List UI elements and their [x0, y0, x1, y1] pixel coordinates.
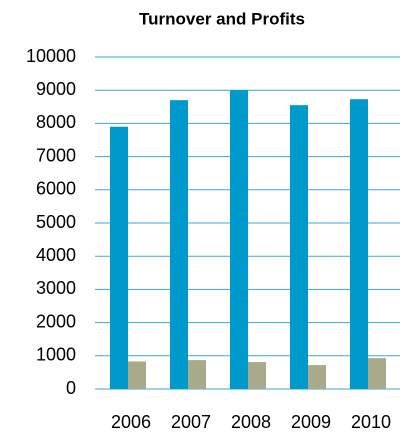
bar	[170, 100, 188, 389]
x-tick-label: 2006	[111, 412, 151, 432]
y-tick-label: 10000	[26, 46, 76, 66]
y-tick-label: 2000	[36, 311, 76, 331]
x-tick-label: 2008	[231, 412, 271, 432]
y-tick-label: 4000	[36, 245, 76, 265]
bar	[350, 99, 368, 389]
chart-title: Turnover and Profits	[139, 9, 305, 28]
bar	[230, 90, 248, 389]
bar	[308, 365, 326, 389]
x-tick-label: 2010	[351, 412, 391, 432]
bar	[188, 360, 206, 389]
x-tick-label: 2009	[291, 412, 331, 432]
y-tick-label: 6000	[36, 179, 76, 199]
y-tick-label: 0	[66, 378, 76, 398]
bar	[368, 358, 386, 389]
bar	[290, 105, 308, 389]
y-tick-label: 1000	[36, 345, 76, 365]
y-tick-label: 9000	[36, 79, 76, 99]
y-tick-label: 8000	[36, 112, 76, 132]
y-tick-label: 3000	[36, 278, 76, 298]
x-tick-label: 2007	[171, 412, 211, 432]
bar	[128, 361, 146, 389]
bar	[248, 362, 266, 389]
y-tick-label: 5000	[36, 212, 76, 232]
bar	[110, 126, 128, 389]
y-tick-label: 7000	[36, 145, 76, 165]
